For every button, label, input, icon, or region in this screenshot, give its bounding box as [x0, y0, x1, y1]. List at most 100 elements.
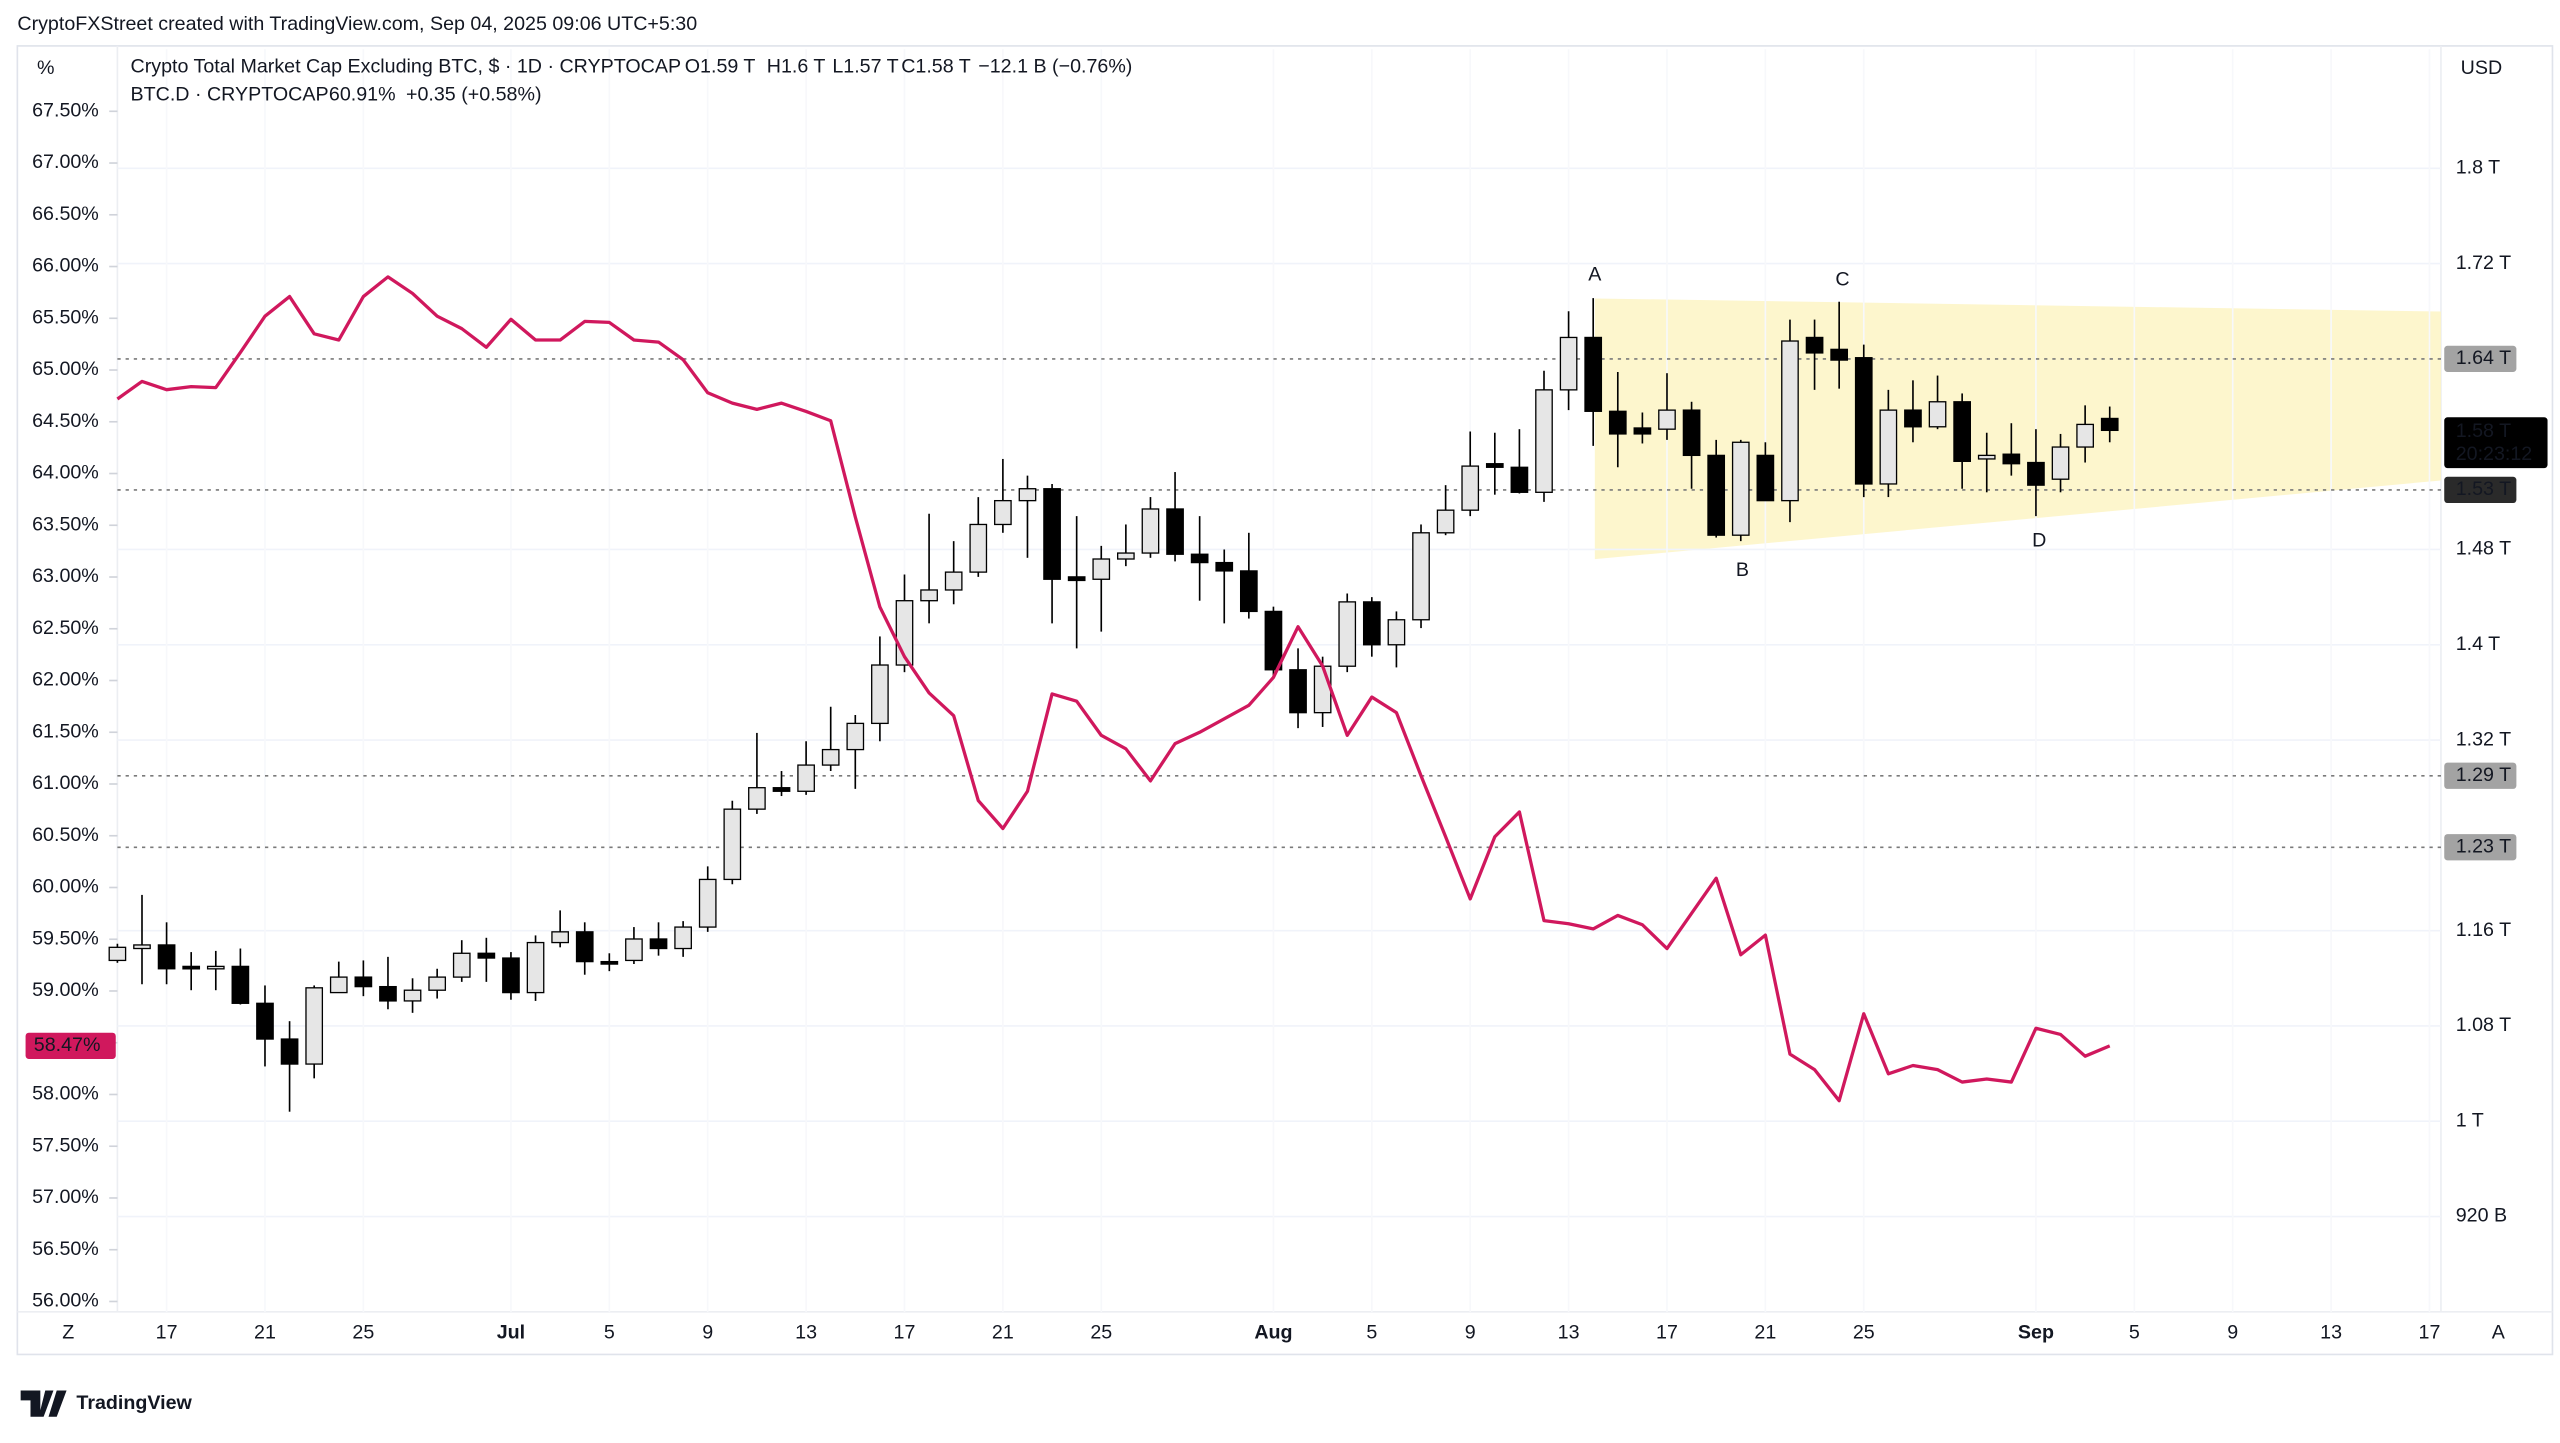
candle-body	[1805, 336, 1824, 354]
candle-body	[698, 878, 717, 928]
candle-body	[1485, 463, 1504, 468]
y-tick-label: 1.16 T	[2456, 919, 2511, 941]
y2-tick-label: 60.50%	[32, 824, 99, 846]
y2-tick-label: 57.00%	[32, 1186, 99, 1208]
level-label: 1.29 T	[2456, 764, 2511, 786]
y2-tick-label: 64.00%	[32, 462, 99, 484]
candle-body	[1928, 401, 1947, 428]
candle-body	[452, 952, 471, 978]
y2-tick-label: 66.50%	[32, 203, 99, 225]
y-tick-label: 1.48 T	[2456, 538, 2511, 560]
logo-icon	[20, 1390, 67, 1417]
x-tick-label: 5	[1366, 1321, 1377, 1343]
last-value-tag	[25, 1032, 116, 1059]
legend-series-name: Crypto Total Market Cap Excluding BTC, $…	[131, 55, 682, 77]
y2-tick-label: 62.00%	[32, 669, 99, 691]
candle-body	[649, 938, 668, 950]
pattern-point-label: C	[1835, 269, 1849, 291]
x-tick-label: 5	[2129, 1321, 2140, 1343]
candle-body	[1264, 610, 1283, 671]
y-tick-label: 1 T	[2456, 1109, 2484, 1131]
candle-body	[1584, 336, 1603, 412]
y-tick-label: 1.8 T	[2456, 157, 2500, 179]
y-tick-label: 920 B	[2456, 1205, 2507, 1227]
level-label: 1.53 T	[2456, 478, 2511, 500]
candle-body	[674, 926, 692, 950]
candle-body	[1879, 409, 1898, 485]
x-tick-label: 17	[894, 1321, 916, 1343]
candle-body	[1461, 465, 1480, 511]
y2-tick-label: 64.50%	[32, 410, 99, 432]
candle-body	[969, 523, 988, 573]
legend-value: 60.91%	[329, 83, 396, 105]
level-tag	[2444, 834, 2517, 861]
candle-body	[871, 664, 889, 725]
candle-body	[625, 938, 643, 962]
x-tick-label: Aug	[1254, 1321, 1292, 1343]
candle-body	[1387, 619, 1406, 646]
candle-body	[1633, 427, 1652, 435]
x-tick-label: 13	[1558, 1321, 1580, 1343]
candle-body	[600, 960, 619, 965]
tradingview-logo: TradingView	[20, 1390, 193, 1417]
last-value-label: 58.47%	[34, 1034, 101, 1056]
y-tick-label: 1.08 T	[2456, 1014, 2511, 1036]
y-tick-label: 1.72 T	[2456, 252, 2511, 274]
candle-body	[1830, 348, 1849, 361]
axes-layer: %USD56.00%56.50%57.00%57.50%58.00%58.50%…	[25, 55, 2548, 1343]
y2-tick-label: 63.00%	[32, 565, 99, 587]
candle-body	[1190, 553, 1209, 564]
y-unit: USD	[2461, 57, 2503, 79]
legend-value: H1.6 T	[767, 55, 826, 77]
last-price-label: 1.58 T	[2456, 420, 2511, 442]
scale-button[interactable]: Z	[62, 1321, 74, 1343]
candle-body	[206, 965, 225, 970]
candle-body	[182, 965, 201, 970]
legend-value: L1.57 T	[832, 55, 898, 77]
candle-body	[575, 931, 594, 963]
y2-tick-label: 59.50%	[32, 927, 99, 949]
y2-tick-label: 59.00%	[32, 979, 99, 1001]
candle-body	[1289, 669, 1307, 714]
candle-body	[1215, 561, 1234, 572]
x-tick-label: 9	[1465, 1321, 1476, 1343]
level-label: 1.23 T	[2456, 835, 2511, 857]
x-tick-label: 21	[1754, 1321, 1776, 1343]
candle-body	[1362, 601, 1381, 646]
candle-body	[1436, 509, 1455, 534]
logo-text: TradingView	[76, 1392, 192, 1414]
candle-body	[157, 944, 176, 970]
candle-body	[133, 944, 151, 950]
x-tick-label: 21	[254, 1321, 276, 1343]
x-tick-label: 13	[2320, 1321, 2342, 1343]
candle-body	[1313, 665, 1332, 714]
candle-body	[1559, 336, 1578, 391]
attribution: CryptoFXStreet created with TradingView.…	[17, 13, 697, 35]
y2-tick-label: 56.50%	[32, 1238, 99, 1260]
last-price-tag	[2444, 417, 2548, 469]
triangle-pattern	[1594, 298, 2441, 560]
scale-button[interactable]: A	[2492, 1321, 2506, 1343]
candle-body	[1067, 576, 1086, 582]
candle-body	[354, 976, 373, 988]
candle-body	[305, 987, 324, 1065]
y2-tick-label: 60.00%	[32, 876, 99, 898]
candle-body	[1731, 441, 1750, 536]
candle-body	[2051, 446, 2070, 480]
candle-body	[1141, 508, 1160, 554]
x-tick-label: Jul	[497, 1321, 525, 1343]
candle-body	[1412, 532, 1430, 621]
x-tick-label: 17	[1656, 1321, 1678, 1343]
candle-body	[256, 1002, 274, 1040]
level-label: 1.64 T	[2456, 347, 2511, 369]
y2-tick-label: 65.00%	[32, 358, 99, 380]
y2-tick-label: 62.50%	[32, 617, 99, 639]
candle-body	[2076, 423, 2094, 448]
levels-layer	[117, 358, 2441, 849]
marks-layer	[108, 275, 2119, 1112]
x-tick-label: 17	[156, 1321, 178, 1343]
candle-body	[797, 764, 815, 792]
candle-body	[526, 941, 545, 994]
candle-body	[1854, 357, 1873, 485]
